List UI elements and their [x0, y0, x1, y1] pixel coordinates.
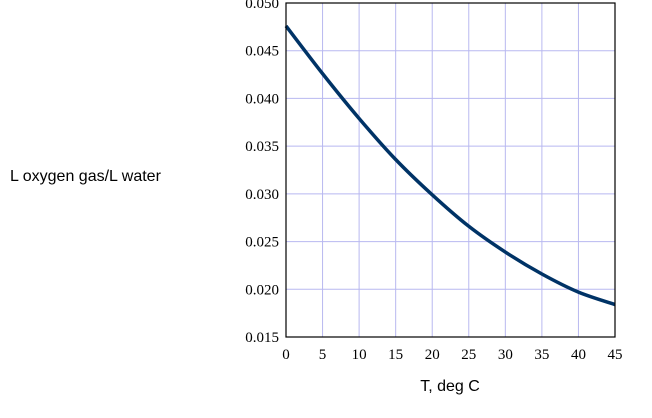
y-tick-label: 0.020 [245, 282, 279, 298]
x-axis-label: T, deg C [420, 378, 480, 395]
x-tick-label: 0 [282, 347, 290, 363]
y-tick-labels: 0.015 0.020 0.025 0.030 0.035 0.040 0.045 0.050 [245, 0, 279, 346]
x-tick-label: 35 [534, 347, 549, 363]
x-tick-label: 40 [571, 347, 586, 363]
x-tick-labels: 0 5 10 15 20 25 30 35 40 45 [282, 347, 622, 363]
y-tick-label: 0.050 [245, 0, 279, 12]
y-tick-label: 0.035 [245, 139, 279, 155]
x-tick-label: 15 [388, 347, 403, 363]
plot-frame [285, 2, 616, 338]
x-tick-label: 45 [608, 347, 623, 363]
y-tick-label: 0.030 [245, 187, 279, 203]
y-tick-label: 0.025 [245, 235, 279, 251]
x-tick-label: 25 [461, 347, 476, 363]
x-tick-label: 30 [498, 347, 513, 363]
y-tick-label: 0.045 [245, 44, 279, 60]
y-tick-label: 0.015 [245, 330, 279, 346]
y-axis-label: L oxygen gas/L water [10, 168, 162, 185]
x-tick-label: 10 [352, 347, 367, 363]
y-tick-label: 0.040 [245, 91, 279, 107]
series-line [284, 24, 616, 307]
x-tick-label: 5 [319, 347, 327, 363]
x-tick-label: 20 [425, 347, 440, 363]
